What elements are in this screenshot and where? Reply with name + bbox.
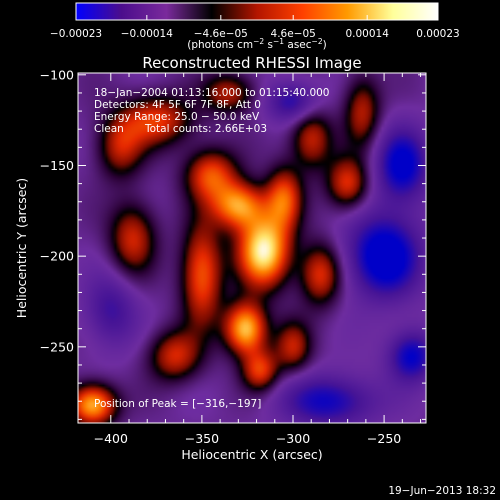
colorbar-ticks: −0.00023 −0.00014 −4.6e−05 4.6e−05 0.00014 0.… — [50, 15, 460, 40]
x-tick-label: −250 — [367, 431, 401, 446]
x-axis-label: Heliocentric X (arcsec) — [181, 447, 322, 462]
colorbar-tick-label: −0.00023 — [50, 28, 102, 40]
colorbar-tick-label: 0.00014 — [345, 28, 389, 40]
y-tick-label: −100 — [40, 67, 74, 82]
detectors-label: Detectors: 4F 5F 6F 7F 8F, Att 0 — [94, 99, 261, 111]
colorbar-tick-label: 0.00023 — [416, 28, 459, 40]
x-tick-label: −400 — [94, 431, 128, 446]
footer-timestamp: 19−Jun−2013 18:32 — [388, 485, 496, 497]
colorbar-units: (photons cm−2 s−1 asec−2) — [187, 37, 326, 51]
time-range-label: 18−Jan−2004 01:13:16.000 to 01:15:40.000 — [94, 87, 330, 99]
colorbar-tick-label: −0.00014 — [121, 28, 174, 40]
x-tick-label: −350 — [185, 431, 219, 446]
heatmap-image — [78, 73, 426, 423]
y-axis-label: Heliocentric Y (arcsec) — [14, 178, 29, 318]
plot-area — [78, 73, 426, 423]
colorbar: −0.00023 −0.00014 −4.6e−05 4.6e−05 0.00014 0.… — [50, 2, 460, 51]
peak-position-label: Position of Peak = [−316,−197] — [94, 398, 261, 410]
colorbar-tick-label: −4.6e−05 — [194, 28, 248, 40]
algorithm-label: Clean — [94, 123, 124, 135]
y-tick-label: −150 — [40, 158, 74, 173]
y-tick-label: −250 — [40, 339, 74, 354]
colorbar-fill — [75, 2, 439, 21]
axis-ticks: −400 −350 −300 −250 −100 −150 −200 −250 — [40, 67, 426, 446]
colorbar-tick-label: 4.6e−05 — [271, 28, 316, 40]
plot-frame — [77, 72, 427, 424]
annotations: 18−Jan−2004 01:13:16.000 to 01:15:40.000… — [94, 87, 330, 410]
total-counts-label: Total counts: 2.66E+03 — [144, 123, 267, 135]
x-tick-label: −300 — [276, 431, 310, 446]
y-tick-label: −200 — [40, 249, 74, 264]
chart-title: Reconstructed RHESSI Image — [142, 54, 361, 72]
energy-range-label: Energy Range: 25.0 − 50.0 keV — [94, 111, 260, 123]
